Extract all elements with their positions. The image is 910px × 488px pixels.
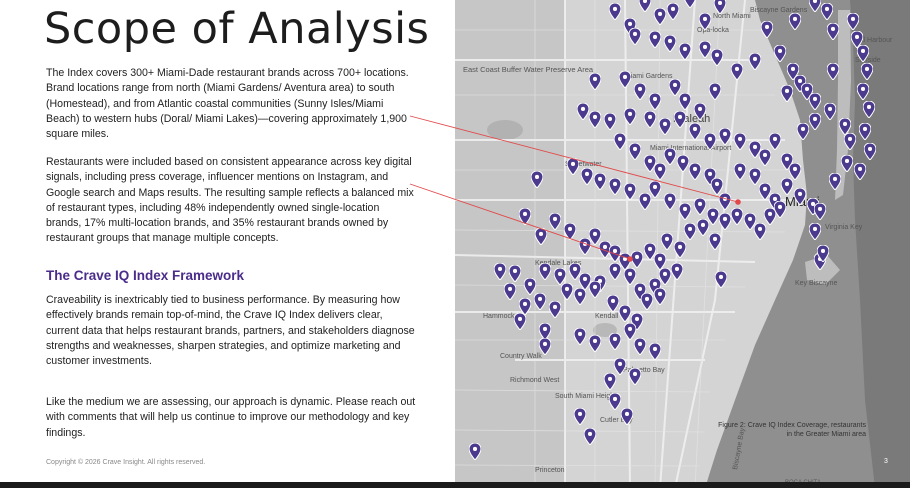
highlight-marker-south [627,256,633,262]
label-miami-gardens: Miami Gardens [625,73,673,80]
map-caption: Figure 2: Crave IQ Index Coverage, resta… [718,422,866,438]
approach-paragraph: Like the medium we are assessing, our ap… [46,396,416,439]
label-opa-locka: Opa-locka [697,27,729,34]
label-country-walk: Country Walk [500,353,542,360]
label-princeton: Princeton [535,467,565,474]
label-key-biscayne: Key Biscayne [795,280,838,287]
label-hammocks: Hammock [483,313,515,320]
label-palmetto-bay: Palmetto Bay [623,367,665,374]
map-canvas: Biscayne Gardens North Miami Opa-locka E… [455,0,910,488]
label-miami-intl-airport: Miami International Airport [650,145,731,152]
coverage-map: Biscayne Gardens North Miami Opa-locka E… [455,0,910,488]
framework-heading: The Crave IQ Index Framework [46,268,245,283]
label-biscayne-gardens: Biscayne Gardens [750,7,808,14]
bottom-bar [0,482,910,488]
scope-paragraph: The Index covers 300+ Miami-Dade restaur… [46,67,409,141]
inclusion-paragraph: Restaurants were included based on consi… [46,156,414,245]
label-kendall: Kendall [595,313,619,320]
framework-paragraph: Craveability is inextricably tied to bus… [46,294,415,368]
label-cutler-bay: Cutler Bay [600,417,633,424]
copyright-notice: Copyright © 2026 Crave Insight. All righ… [46,459,206,466]
highlight-marker-downtown [735,199,741,205]
page-title: Scope of Analysis [44,4,430,54]
label-kendale-lakes: Kendale Lakes [535,260,582,267]
label-virginia-key: Virginia Key [825,224,863,231]
label-east-coast-buffer: East Coast Buffer Water Preserve Area [463,65,594,74]
label-south-miami-heights: South Miami Heights [555,393,620,400]
label-richmond-west: Richmond West [510,377,559,384]
label-surfside: Surfside [855,57,881,64]
label-bal-harbour: Bal Harbour [855,37,893,44]
label-north-miami: North Miami [713,13,751,20]
text-panel: Scope of Analysis The Index covers 300+ … [44,4,430,466]
page-number: 3 [884,458,888,465]
